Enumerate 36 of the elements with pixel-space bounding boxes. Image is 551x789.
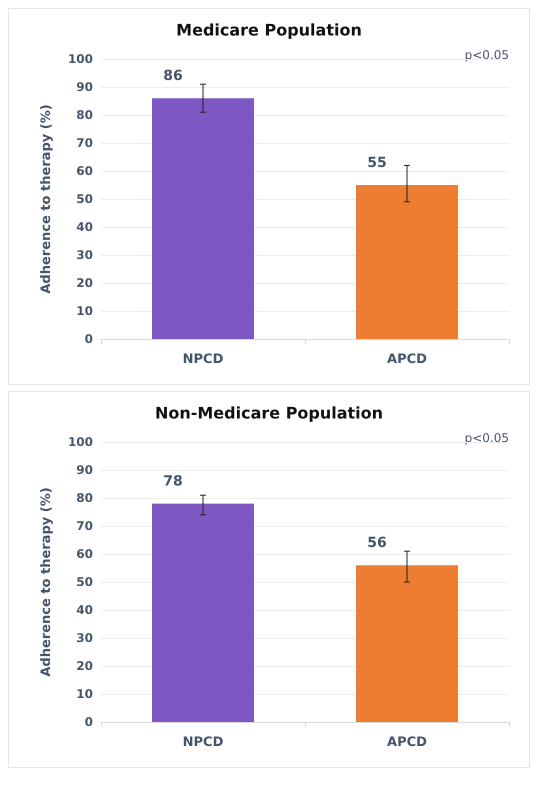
y-tick-label: 0 xyxy=(84,332,93,346)
y-tick-label: 20 xyxy=(76,659,93,673)
y-tick-label: 50 xyxy=(76,192,93,206)
data-label: 56 xyxy=(367,535,387,552)
chart-title: Medicare Population xyxy=(176,20,362,40)
data-label: 78 xyxy=(163,474,183,490)
y-tick-label: 60 xyxy=(76,164,93,178)
annotation: p<0.05 xyxy=(464,431,509,445)
y-tick-label: 80 xyxy=(76,108,93,122)
y-axis-title: Adherence to therapy (%) xyxy=(39,487,54,677)
y-tick-label: 10 xyxy=(76,687,93,701)
y-tick-label: 100 xyxy=(68,52,93,66)
y-tick-label: 80 xyxy=(76,491,93,505)
data-label: 86 xyxy=(163,68,183,84)
y-tick-label: 10 xyxy=(76,304,93,318)
y-tick-label: 60 xyxy=(76,547,93,561)
x-tick-label: APCD xyxy=(387,735,428,750)
y-tick-label: 90 xyxy=(76,463,93,477)
y-tick-label: 0 xyxy=(84,715,93,729)
y-tick-label: 70 xyxy=(76,136,93,150)
y-tick-label: 90 xyxy=(76,80,93,94)
y-tick-label: 50 xyxy=(76,575,93,589)
annotation: p<0.05 xyxy=(464,48,509,62)
y-tick-label: 20 xyxy=(76,276,93,290)
y-tick-label: 30 xyxy=(76,631,93,645)
chart-title: Non-Medicare Population xyxy=(154,404,384,422)
x-tick-label: NPCD xyxy=(182,352,224,367)
y-axis-title: Adherence to therapy (%) xyxy=(39,104,54,294)
y-tick-label: 100 xyxy=(68,435,93,449)
y-tick-label: 70 xyxy=(76,519,93,533)
y-tick-label: 40 xyxy=(76,220,93,234)
data-label: 55 xyxy=(367,155,387,171)
x-tick-label: APCD xyxy=(387,352,428,367)
y-tick-label: 30 xyxy=(76,248,93,262)
y-tick-label: 40 xyxy=(76,603,93,617)
x-tick-label: NPCD xyxy=(182,735,224,750)
